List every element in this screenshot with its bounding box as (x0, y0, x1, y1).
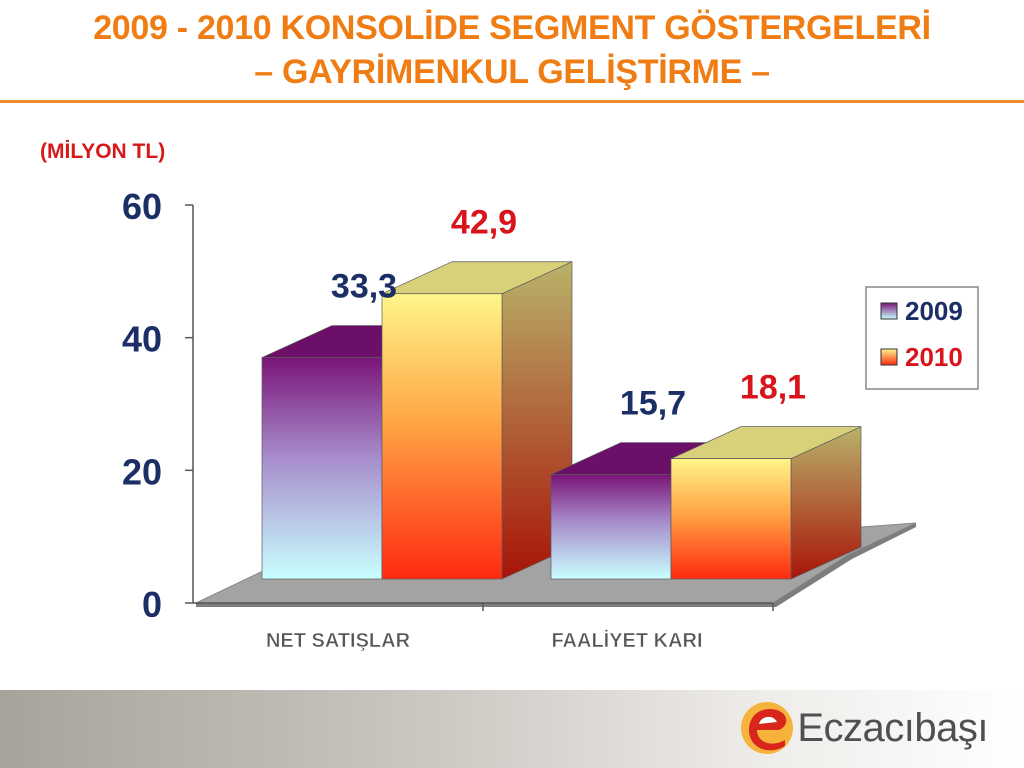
footer-band: Eczacıbaşı (0, 690, 1024, 768)
y-tick-label: 60 (122, 186, 162, 227)
eczacibasi-logo: Eczacıbaşı (739, 700, 988, 756)
legend-label-2009: 2009 (905, 296, 963, 326)
title-line-2: – GAYRİMENKUL GELİŞTİRME – (254, 53, 770, 91)
bar-2009-net-satislar (261, 357, 383, 580)
x-category-label: FAALİYET KARI (551, 629, 702, 652)
title-line-1: 2009 - 2010 KONSOLİDE SEGMENT GÖSTERGELE… (93, 9, 931, 47)
data-label: 15,7 (620, 385, 686, 423)
legend-swatch-2009 (880, 302, 898, 320)
eczacibasi-e-icon (741, 702, 794, 754)
y-tick-label: 40 (122, 319, 162, 360)
y-tick-label: 0 (142, 584, 162, 625)
data-label: 42,9 (451, 204, 517, 242)
bar-2010-net-satislar (381, 293, 503, 580)
bar-2009-faaliyet-kari (550, 474, 672, 580)
legend-swatch-2010 (880, 348, 898, 366)
y-tick-label: 20 (122, 451, 162, 492)
data-label: 18,1 (740, 369, 806, 407)
bar-2010-faaliyet-kari (670, 458, 792, 580)
unit-label: (MİLYON TL) (40, 140, 166, 163)
page-title: 2009 - 2010 KONSOLİDE SEGMENT GÖSTERGELE… (0, 6, 1024, 94)
data-label: 33,3 (331, 268, 397, 306)
x-category-label: NET SATIŞLAR (266, 630, 411, 652)
logo-wordmark: Eczacıbaşı (797, 705, 988, 750)
bar-chart: 0 20 40 60 33,3 42,9 15,7 18,1 NET SATIŞLAR FAAL… (122, 186, 979, 652)
title-divider (0, 100, 1024, 103)
legend-label-2010: 2010 (905, 342, 963, 372)
